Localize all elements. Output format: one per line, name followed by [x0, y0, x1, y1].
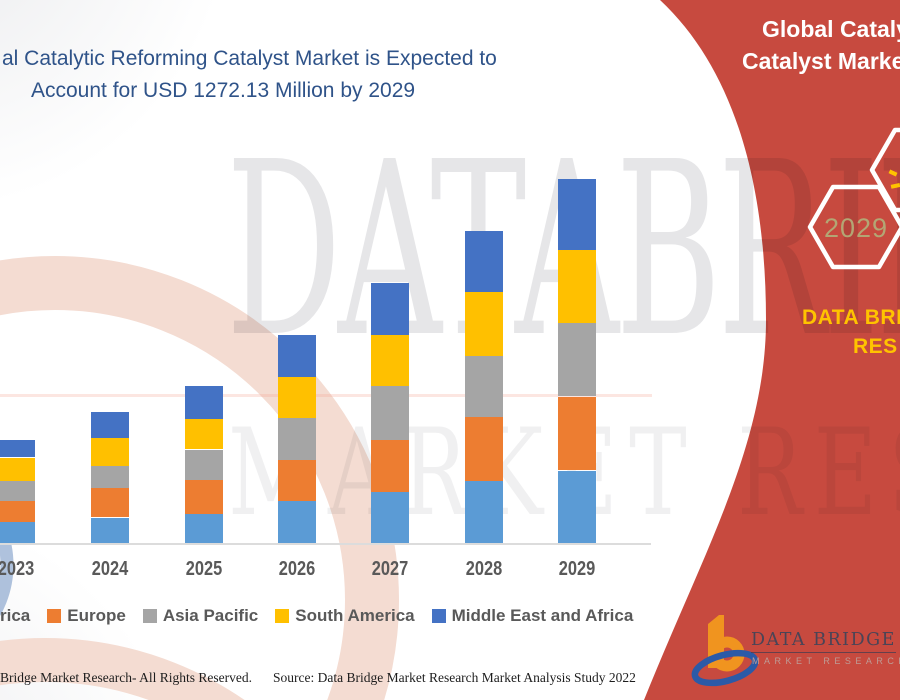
- logo-swoosh-icon: [691, 649, 759, 687]
- ribbon-heading-line2: Catalyst Market: [742, 48, 900, 74]
- partial-hexagon-icon: [869, 127, 900, 213]
- faint-pink-divider: [0, 394, 652, 397]
- legend-label: rica: [0, 606, 31, 625]
- legend-item: Middle East and Africa: [431, 606, 634, 626]
- logo-name: DATA BRIDGE: [751, 630, 896, 653]
- bar-segment-middle-east-and-africa: [277, 335, 316, 378]
- bar-segment-europe: [558, 396, 596, 471]
- bar-segment-asia-pacific: [558, 322, 596, 397]
- bar-segment-middle-east-and-africa: [465, 231, 503, 293]
- clipped-yellow-text-fragment: [890, 183, 900, 189]
- bar-segment-south-america: [465, 292, 503, 357]
- source-text: Source: Data Bridge Market Research Mark…: [273, 670, 636, 685]
- legend-item: Asia Pacific: [142, 606, 259, 626]
- ribbon-brand-line2: RES: [853, 335, 898, 358]
- bar-segment-south-america: [371, 334, 409, 387]
- bar-segment-europe: [91, 488, 129, 518]
- legend-label: Asia Pacific: [162, 606, 259, 625]
- bar-segment-middle-east-and-africa: [184, 386, 223, 420]
- bar-segment-middle-east-and-africa: [0, 440, 35, 458]
- legend-swatch-icon: [431, 609, 446, 623]
- bar-segment-rica: [0, 522, 35, 544]
- x-axis-line: [0, 543, 651, 545]
- legend-swatch-icon: [275, 609, 290, 623]
- bar-segment-rica: [371, 492, 409, 544]
- clipped-yellow-text-fragment: [888, 169, 898, 177]
- legend-item: rica: [0, 606, 30, 626]
- bar-segment-asia-pacific: [184, 449, 223, 481]
- hexagon-2029-icon: [807, 184, 900, 270]
- bar-segment-south-america: [184, 419, 223, 450]
- page-title-line1: al Catalytic Reforming Catalyst Market i…: [2, 47, 497, 70]
- bar-segment-rica: [277, 501, 316, 544]
- bar-segment-asia-pacific: [91, 466, 129, 489]
- bar-segment-europe: [277, 460, 316, 502]
- x-axis-label: 2024: [91, 558, 129, 580]
- legend-label: Middle East and Africa: [451, 606, 634, 625]
- x-axis-label: 2027: [371, 558, 409, 580]
- bar-segment-rica: [91, 517, 129, 544]
- legend-swatch-icon: [142, 609, 157, 623]
- blue-swoosh-fragment-icon: [0, 514, 14, 616]
- bar-segment-middle-east-and-africa: [91, 412, 129, 439]
- x-axis-label: 2025: [185, 558, 222, 580]
- x-axis-label: 2028: [465, 558, 503, 580]
- bar-segment-asia-pacific: [371, 386, 409, 441]
- red-ribbon-shape: [644, 0, 900, 700]
- salmon-arc-top-icon: [0, 256, 399, 700]
- x-axis-label: 2029: [558, 558, 596, 580]
- bar-segment-asia-pacific: [277, 418, 316, 461]
- chart-legend: rica Europe Asia Pacific South America Middl…: [0, 602, 633, 630]
- legend-label: South America: [295, 606, 415, 625]
- bar-segment-south-america: [91, 438, 129, 467]
- copyright-text: Bridge Market Research- All Rights Reser…: [0, 670, 252, 685]
- legend-item: South America: [275, 606, 415, 626]
- bar-segment-south-america: [277, 377, 316, 419]
- bar-segment-asia-pacific: [465, 356, 503, 418]
- ribbon-heading-line1: Global Cataly: [762, 16, 900, 42]
- bar-segment-asia-pacific: [0, 481, 35, 502]
- x-axis-label: 2026: [278, 558, 315, 580]
- page-title-line2: Account for USD 1272.13 Million by 2029: [31, 79, 416, 102]
- bar-segment-south-america: [0, 457, 35, 482]
- bar-segment-middle-east-and-africa: [558, 178, 596, 250]
- logo-subtitle: MARKET RESEARCH: [752, 656, 900, 666]
- legend-item: Europe: [47, 606, 126, 626]
- bar-segment-rica: [184, 514, 223, 544]
- bar-segment-rica: [558, 470, 596, 544]
- bar-segment-rica: [465, 481, 503, 544]
- legend-swatch-icon: [47, 609, 62, 623]
- bar-segment-europe: [371, 440, 409, 493]
- salmon-arc-bottom-icon: [0, 638, 245, 700]
- x-axis-label: 2023: [0, 558, 35, 580]
- ribbon-brand-line1: DATA BRI: [802, 306, 900, 329]
- databridge-logo: DATA BRIDGE MARKET RESEARCH: [685, 610, 900, 690]
- bar-segment-south-america: [558, 249, 596, 323]
- bar-segment-europe: [465, 417, 503, 482]
- bar-segment-europe: [184, 480, 223, 515]
- logo-mark-icon: [691, 615, 759, 687]
- bar-segment-europe: [0, 501, 35, 523]
- legend-label: Europe: [67, 606, 126, 625]
- hexagon-year-label: 2029: [824, 213, 888, 243]
- bar-segment-middle-east-and-africa: [371, 282, 409, 335]
